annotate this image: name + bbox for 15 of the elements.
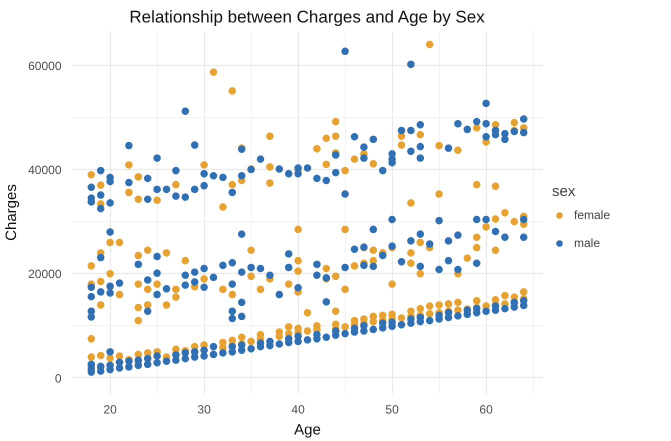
y-tick-label: 0 xyxy=(54,371,62,386)
x-axis-title: Age xyxy=(294,422,321,438)
legend-title: sex xyxy=(552,183,576,200)
y-tick-label: 60000 xyxy=(28,58,62,73)
legend-label: female xyxy=(574,208,610,222)
x-tick-label: 20 xyxy=(103,402,118,416)
x-tick-label: 40 xyxy=(291,402,306,416)
legend-label: male xyxy=(574,236,600,250)
x-tick-label: 30 xyxy=(197,402,212,416)
y-tick-label: 40000 xyxy=(28,163,62,178)
y-tick-label: 20000 xyxy=(28,267,62,282)
x-tick-label: 50 xyxy=(385,402,400,416)
x-tick-label: 60 xyxy=(479,402,494,416)
chart-title: Relationship between Charges and Age by Sex xyxy=(129,8,486,26)
y-axis-title: Charges xyxy=(3,184,20,241)
